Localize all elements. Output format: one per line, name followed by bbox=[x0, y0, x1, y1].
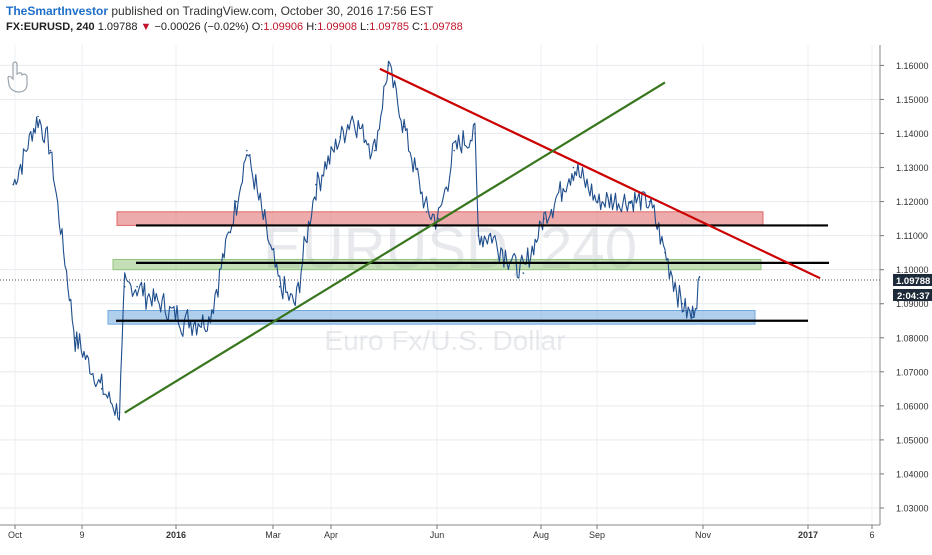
price-point bbox=[698, 276, 701, 278]
price-point bbox=[100, 388, 103, 390]
author-link[interactable]: TheSmartInvestor bbox=[6, 4, 109, 18]
y-tick-label: 1.14000 bbox=[896, 129, 929, 139]
price-point bbox=[315, 183, 317, 186]
y-tick-label: 1.06000 bbox=[896, 401, 929, 411]
hand-cursor-icon bbox=[7, 61, 28, 93]
y-tick-label: 1.03000 bbox=[896, 503, 929, 513]
price-point bbox=[235, 200, 238, 203]
y-tick-label: 1.07000 bbox=[896, 367, 929, 377]
price-point bbox=[403, 125, 405, 128]
price-point bbox=[629, 200, 632, 203]
x-tick-label: Oct bbox=[8, 530, 23, 540]
x-tick-label: Nov bbox=[695, 530, 712, 540]
price-point bbox=[339, 136, 341, 138]
price-point bbox=[136, 285, 138, 288]
price-point bbox=[691, 316, 694, 319]
high-label: H: bbox=[306, 21, 318, 33]
down-triangle-icon: ▼ bbox=[140, 21, 152, 33]
y-tick-label: 1.11000 bbox=[896, 231, 928, 241]
last-price: 1.09788 bbox=[97, 21, 138, 33]
x-tick-label: Jun bbox=[430, 530, 445, 540]
publish-line: TheSmartInvestor published on TradingVie… bbox=[6, 4, 433, 18]
price-point bbox=[477, 234, 480, 237]
price-point bbox=[12, 183, 15, 186]
y-tick-label: 1.08000 bbox=[896, 333, 929, 343]
price-point bbox=[351, 115, 354, 118]
x-tick-label: Sep bbox=[589, 530, 605, 540]
symbol-label[interactable]: FX:EURUSD, 240 bbox=[6, 21, 95, 33]
price-point bbox=[37, 115, 39, 118]
y-tick-label: 1.04000 bbox=[896, 469, 929, 479]
countdown-value: 2:04:37 bbox=[897, 291, 930, 302]
price-series-line bbox=[12, 60, 701, 421]
price-point bbox=[425, 211, 428, 213]
price-point bbox=[49, 149, 52, 152]
x-tick-label: 9 bbox=[79, 530, 84, 540]
x-tick-label: 2017 bbox=[798, 530, 818, 540]
price-point bbox=[123, 285, 126, 288]
x-tick-label: 6 bbox=[869, 530, 874, 540]
x-tick-label: Apr bbox=[324, 530, 338, 540]
price-point bbox=[664, 251, 666, 254]
change-value: −0.00026 (−0.02%) bbox=[154, 21, 249, 33]
green-trendline bbox=[124, 81, 666, 414]
price-point bbox=[373, 149, 376, 152]
price-point bbox=[278, 285, 281, 288]
y-tick-label: 1.09000 bbox=[896, 299, 929, 309]
open-label: O: bbox=[251, 21, 264, 33]
y-tick-label: 1.10000 bbox=[896, 265, 929, 275]
chart-area[interactable]: EURUSD, 240 Euro Fx/U.S. Dollar 1.03000 1… bbox=[0, 40, 932, 550]
x-tick-label: 2016 bbox=[166, 530, 186, 540]
price-tag-value: 1.09788 bbox=[896, 276, 930, 287]
price-point bbox=[453, 149, 455, 152]
price-tag bbox=[893, 274, 932, 286]
y-tick-label: 1.13000 bbox=[896, 163, 929, 173]
low-label: L: bbox=[360, 21, 370, 33]
price-point bbox=[572, 166, 575, 169]
ohlc-line: FX:EURUSD, 240 1.09788 ▼ −0.00026 (−0.02… bbox=[6, 21, 463, 33]
price-point bbox=[474, 132, 476, 135]
price-point bbox=[596, 200, 599, 203]
price-point bbox=[681, 302, 684, 305]
y-tick-label: 1.15000 bbox=[896, 95, 929, 105]
open-value: 1.09906 bbox=[263, 21, 304, 33]
price-point bbox=[437, 217, 440, 220]
price-chart[interactable]: EURUSD, 240 Euro Fx/U.S. Dollar 1.030001… bbox=[0, 40, 932, 550]
price-point bbox=[118, 411, 121, 414]
price-point bbox=[246, 149, 248, 152]
x-tick-label: Aug bbox=[533, 530, 549, 540]
blue-zone bbox=[107, 310, 756, 325]
high-value: 1.09908 bbox=[317, 21, 357, 33]
close-label: C: bbox=[412, 21, 424, 33]
price-point bbox=[294, 302, 297, 305]
price-point bbox=[489, 234, 492, 237]
red-zone bbox=[116, 211, 764, 226]
green-zone bbox=[112, 258, 762, 271]
close-value: 1.09788 bbox=[423, 21, 463, 33]
red-trendline bbox=[379, 67, 821, 280]
low-value: 1.09785 bbox=[369, 21, 409, 33]
price-point bbox=[648, 200, 651, 203]
x-tick-label: Mar bbox=[265, 530, 281, 540]
countdown-tag bbox=[893, 289, 932, 301]
plot-background bbox=[0, 45, 880, 525]
y-tick-label: 1.12000 bbox=[896, 197, 929, 207]
chart-header: TheSmartInvestor published on TradingVie… bbox=[0, 0, 932, 40]
price-point bbox=[522, 272, 525, 274]
price-point bbox=[387, 64, 390, 67]
watermark-description: Euro Fx/U.S. Dollar bbox=[324, 325, 565, 356]
price-point bbox=[74, 336, 76, 339]
published-text: published on TradingView.com, October 30… bbox=[111, 4, 434, 18]
price-point bbox=[543, 217, 545, 220]
y-tick-label: 1.16000 bbox=[896, 61, 929, 71]
y-tick-label: 1.05000 bbox=[896, 435, 929, 445]
